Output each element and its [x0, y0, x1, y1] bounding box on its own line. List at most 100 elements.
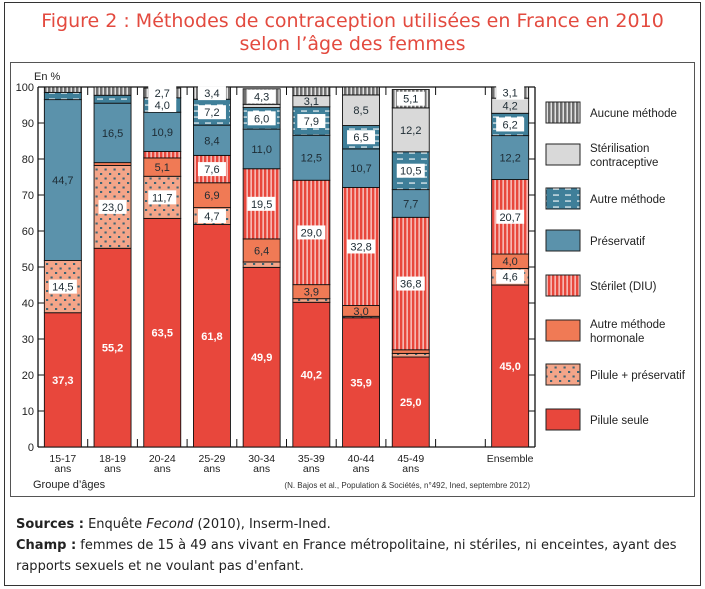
bar-segment	[342, 317, 380, 448]
data-label: 12,2	[400, 125, 421, 137]
legend-swatch	[545, 363, 581, 386]
data-label: 45,0	[499, 361, 520, 373]
data-label-bg	[148, 85, 177, 100]
data-label-bg	[347, 130, 376, 145]
title-line-1: Figure 2 : Méthodes de contraception uti…	[41, 10, 664, 32]
data-label: 6,9	[204, 190, 219, 202]
data-label: 25,0	[400, 397, 421, 409]
x-tick-label: 25-29	[199, 453, 226, 465]
data-label-bg	[197, 162, 226, 177]
legend-swatch	[545, 408, 581, 431]
x-tick-label-unit: ans	[402, 463, 419, 475]
bar-segment	[43, 86, 82, 93]
figure-frame	[4, 2, 701, 586]
x-tick-label: 20-24	[149, 453, 176, 465]
data-label-bg	[247, 196, 276, 211]
data-label: 3,0	[353, 306, 368, 318]
bar-segment	[143, 150, 182, 159]
data-label-bg	[148, 190, 177, 205]
data-label: 32,8	[350, 241, 371, 253]
stacked-bar-chart: En % 0 10 20 30 40 50 60 70 80 90 100 37,3 14,5 44,7…	[16, 71, 686, 491]
data-label: 19,5	[251, 199, 272, 211]
data-label-bg	[197, 209, 226, 224]
bar-segment	[391, 189, 430, 218]
legend-label: Autre méthode	[590, 194, 665, 206]
bar-segment	[143, 111, 182, 152]
data-label: 23,0	[102, 202, 123, 214]
data-label: 4,0	[155, 100, 170, 112]
figure-title: Figure 2 : Méthodes de contraception uti…	[0, 10, 705, 56]
bar-segment	[43, 312, 82, 448]
data-label-bg	[148, 98, 177, 112]
y-tick-label: 30	[22, 334, 34, 346]
data-label: 7,9	[304, 116, 319, 128]
data-label: 3,1	[503, 88, 518, 100]
x-tick-label-unit: ans	[104, 463, 121, 475]
legend-label: Stérilet (DIU)	[590, 281, 657, 293]
bar-segment	[192, 182, 231, 209]
data-label: 5,1	[155, 162, 170, 174]
bar-segment	[192, 224, 231, 448]
data-label: 4,0	[503, 256, 518, 268]
bar-segment	[43, 91, 82, 101]
champ-text: femmes de 15 à 49 ans vivant en France m…	[16, 538, 677, 574]
bar-segment	[292, 134, 331, 181]
data-label: 44,7	[52, 175, 73, 187]
x-tick-label: 35-39	[298, 453, 325, 465]
notes: Sources : Enquête Fecond (2010), Inserm-…	[16, 514, 696, 577]
y-tick-label: 50	[22, 262, 34, 274]
data-label-bg	[496, 209, 525, 224]
y-tick-label: 40	[22, 298, 34, 310]
x-tick-label: 18-19	[99, 453, 126, 465]
data-label: 4,7	[204, 211, 219, 223]
bar-segment	[93, 102, 132, 164]
bar-segment	[93, 86, 132, 96]
sources-line: Sources : Enquête Fecond (2010), Inserm-…	[16, 514, 696, 535]
data-label: 16,5	[102, 128, 123, 140]
data-label: 6,2	[503, 119, 518, 131]
data-label: 36,8	[400, 279, 421, 291]
chart-box	[10, 62, 695, 497]
y-tick-label: 70	[22, 190, 34, 202]
data-label: 6,4	[254, 245, 269, 257]
data-label: 11,0	[251, 144, 272, 156]
data-label: 8,4	[204, 135, 219, 147]
legend-label: Préservatif	[590, 236, 646, 248]
survey-name: Fecond	[146, 517, 194, 532]
bar-segment	[192, 124, 231, 156]
data-label-bg	[98, 199, 127, 214]
data-label: 5,1	[403, 94, 418, 106]
y-tick-label: 90	[22, 118, 34, 130]
data-label-bg	[48, 279, 77, 294]
y-tick-label: 80	[22, 154, 34, 166]
x-tick-label-unit: ans	[154, 463, 171, 475]
source-note: (N. Bajos et al., Population & Sociétés,…	[284, 481, 530, 490]
data-label: 35,9	[350, 377, 371, 389]
data-label: 2,7	[155, 88, 170, 100]
sources-text-end: (2010), Inserm-Ined.	[193, 517, 331, 532]
y-tick-label: 60	[22, 226, 34, 238]
data-label: 11,7	[152, 192, 173, 204]
data-label: 7,6	[204, 164, 219, 176]
y-tick-label: 0	[28, 442, 34, 454]
data-label: 40,2	[301, 370, 322, 382]
bar-segment	[391, 107, 430, 153]
legend-swatch	[545, 143, 581, 166]
data-label-bg	[496, 269, 525, 284]
data-label: 37,3	[52, 375, 73, 387]
x-tick-label-unit: ans	[203, 463, 220, 475]
bar-segment	[342, 148, 380, 188]
bar-segment	[43, 99, 82, 261]
legend-label: Pilule + préservatif	[590, 370, 686, 382]
data-label: 29,0	[301, 227, 322, 239]
legend-swatch	[545, 319, 581, 342]
legend-swatch	[545, 101, 581, 124]
legend-label: Aucune méthode	[590, 108, 677, 120]
data-label: 7,2	[204, 107, 219, 119]
data-label-bg	[297, 225, 326, 240]
data-label: 4,2	[503, 101, 518, 113]
data-label-bg	[347, 239, 376, 254]
data-label: 10,5	[400, 166, 421, 178]
data-label: 12,5	[301, 153, 322, 165]
data-label: 10,7	[350, 163, 371, 175]
